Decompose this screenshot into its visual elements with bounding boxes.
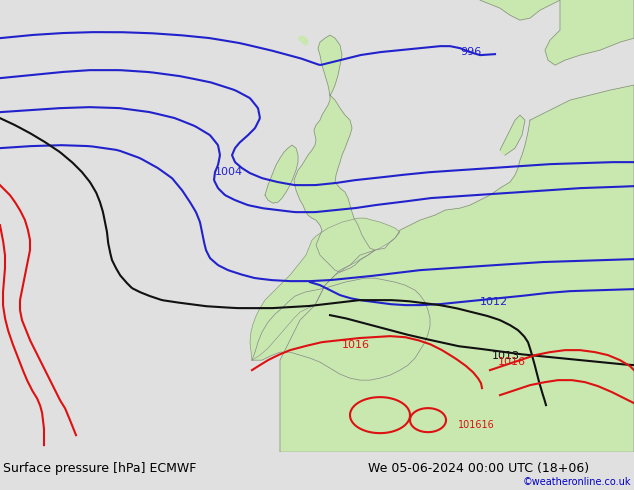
Text: 101616: 101616 [458,420,495,430]
Text: 1004: 1004 [215,167,243,177]
Text: 1012: 1012 [480,297,508,307]
Polygon shape [480,0,634,65]
Polygon shape [298,36,308,45]
Polygon shape [265,145,298,203]
Text: ©weatheronline.co.uk: ©weatheronline.co.uk [522,477,631,487]
Text: 1016: 1016 [498,357,526,367]
Text: Surface pressure [hPa] ECMWF: Surface pressure [hPa] ECMWF [3,462,197,475]
Text: 1016: 1016 [342,340,370,350]
Polygon shape [294,95,375,272]
Polygon shape [318,35,342,95]
Text: 1013: 1013 [492,351,520,361]
Polygon shape [500,115,525,155]
Text: 996: 996 [460,47,481,57]
Polygon shape [252,278,430,380]
Text: We 05-06-2024 00:00 UTC (18+06): We 05-06-2024 00:00 UTC (18+06) [368,462,589,475]
Polygon shape [280,85,634,452]
Polygon shape [250,218,400,360]
